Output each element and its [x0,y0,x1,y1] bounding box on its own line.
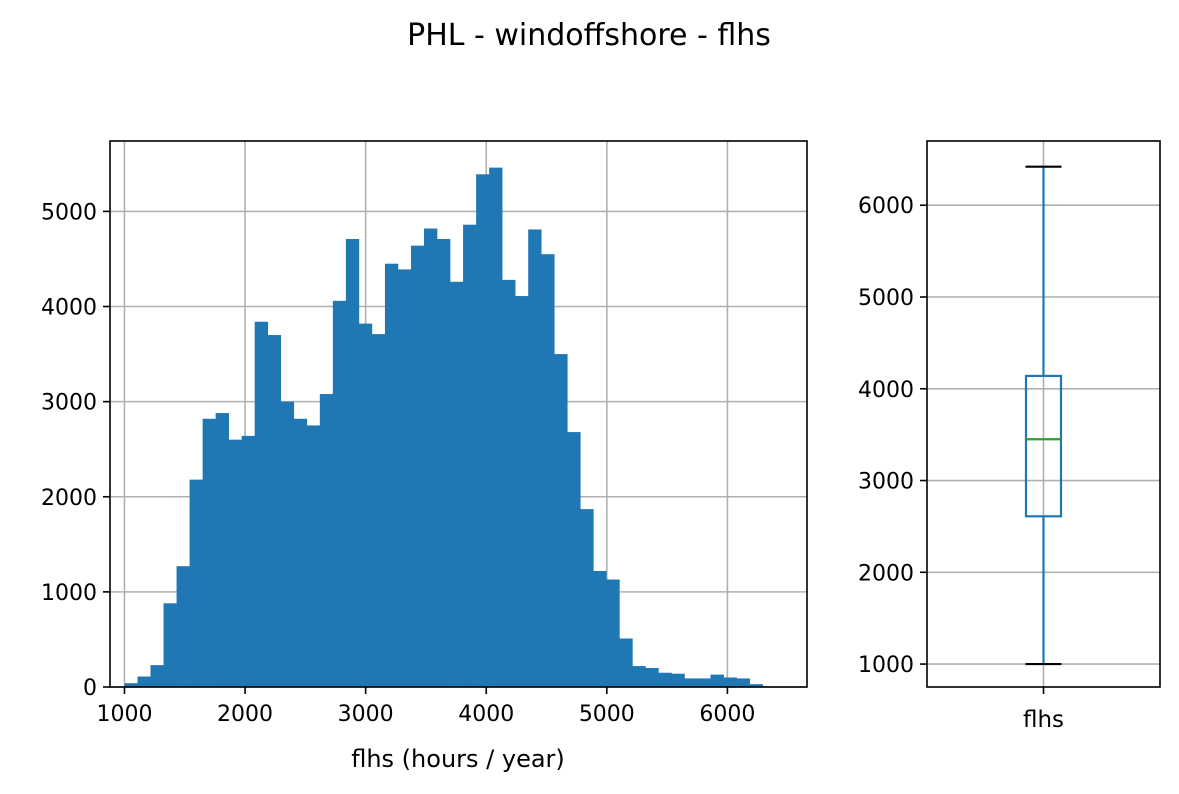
histogram-bar [397,269,412,687]
boxplot-marks [1024,165,1063,666]
histogram-bar [671,673,685,687]
histogram-x-ticks: 1000 2000 3000 4000 5000 6000 [96,687,755,727]
histogram-bar [476,174,490,688]
histogram-y-ticks: 0 1000 2000 3000 4000 5000 [41,200,110,701]
histogram-bar [723,677,737,687]
histogram-bar [450,281,464,687]
histogram-bar [710,674,724,687]
histogram-bar [267,335,282,687]
histogram-bar [580,509,594,687]
boxplot-y-ticks: 1000 2000 3000 4000 5000 6000 [858,194,927,678]
histogram-frame [109,140,808,688]
histogram-bar [684,678,698,687]
boxplot-y-tick-label: 4000 [858,378,914,403]
histogram-x-tick-label: 1000 [96,702,152,727]
boxplot-panel: 1000 2000 3000 4000 5000 6000 flhs [858,140,1161,733]
histogram-bar [489,167,503,687]
histogram-bar [228,439,242,687]
histogram-bars [124,167,763,688]
histogram-bar [554,354,568,687]
histogram-bar [176,566,190,687]
histogram-bar [137,676,151,687]
histogram-bar [345,238,360,687]
histogram-x-tick-label: 3000 [338,702,394,727]
histogram-bar [150,665,164,687]
boxplot-y-tick-label: 1000 [858,653,914,678]
histogram-bar [515,296,529,687]
histogram-bar [502,279,516,687]
histogram-panel: 1000 2000 3000 4000 5000 6000 010002000300040… [41,140,808,773]
histogram-bar [163,603,177,687]
boxplot-box [1024,374,1063,518]
boxplot-y-tick-label: 3000 [858,470,914,495]
histogram-bar [293,418,308,687]
histogram-bar [410,245,425,687]
histogram-y-tick-label: 4000 [41,296,97,321]
histogram-bar [619,638,633,687]
histogram-bar [437,238,451,687]
histogram-x-tick-label: 4000 [458,702,514,727]
histogram-bar [424,228,438,687]
boxplot-y-tick-label: 2000 [858,561,914,586]
histogram-x-tick-label: 5000 [579,702,635,727]
histogram-bar [241,435,256,687]
histogram-bar [306,425,321,687]
boxplot-y-tick-label: 6000 [858,194,914,219]
histogram-y-tick-label: 0 [83,676,97,701]
histogram-bar [593,570,607,687]
histogram-x-tick-label: 2000 [217,702,273,727]
histogram-bar [463,224,477,687]
histogram-bar [280,401,295,687]
boxplot-y-tick-label: 5000 [858,286,914,311]
histogram-y-tick-label: 5000 [41,200,97,225]
boxplot-x-tick-label: flhs [1023,707,1064,733]
histogram-bar [202,418,216,687]
histogram-bar [215,413,229,687]
histogram-bar [371,334,386,687]
histogram-bar [541,254,555,687]
boxplot-x-ticks: flhs [1023,687,1064,733]
histogram-bar [736,678,750,687]
histogram-bar [606,579,620,687]
histogram-bar [632,666,646,687]
histogram-bar [384,263,399,687]
histogram-bar [124,683,138,687]
histogram-bar [319,394,334,687]
histogram-bar [645,667,659,687]
histogram-x-tick-label: 6000 [699,702,755,727]
histogram-bar [332,300,347,687]
histogram-bar [749,684,763,687]
histogram-bar [658,672,672,687]
histogram-bar [189,479,203,687]
histogram-bar [567,432,581,687]
histogram-bar [697,678,711,687]
figure-title: PHL - windoffshore - flhs [407,18,771,53]
histogram-bar [528,229,542,687]
histogram-bar [254,321,269,687]
histogram-y-tick-label: 1000 [41,581,97,606]
histogram-y-tick-label: 3000 [41,391,97,416]
histogram-y-tick-label: 2000 [41,486,97,511]
histogram-bar [358,323,373,687]
histogram-x-axis-label: flhs (hours / year) [351,745,565,773]
